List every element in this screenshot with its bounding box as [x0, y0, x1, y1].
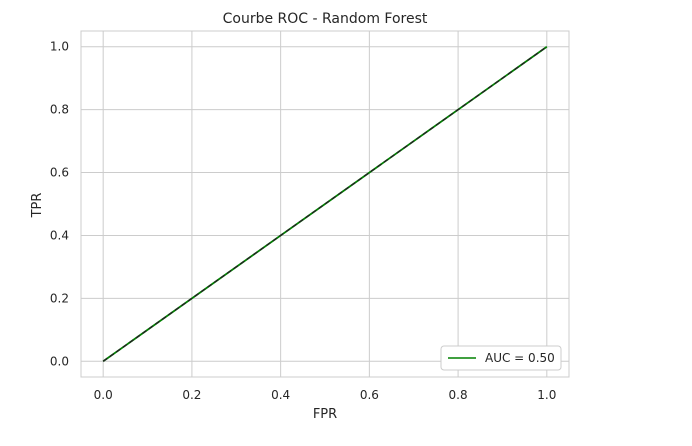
y-tick-label: 0.8: [50, 103, 69, 117]
series-lines: [102, 45, 548, 363]
y-axis-label: TPR: [30, 193, 45, 219]
diagonal-reference-line: [102, 46, 548, 362]
x-axis-label: FPR: [313, 407, 337, 422]
legend-box: [440, 345, 562, 371]
y-tick-label: 0.0: [50, 354, 69, 368]
x-tick-labels: 0.0 0.2 0.4 0.6 0.8 1.0: [94, 388, 557, 402]
legend-label-auc: AUC = 0.50: [485, 351, 555, 365]
legend: AUC = 0.50: [440, 345, 562, 371]
x-tick-label: 0.0: [94, 388, 113, 402]
y-tick-label: 1.0: [50, 40, 69, 54]
x-tick-label: 0.2: [182, 388, 201, 402]
x-tick-label: 0.8: [449, 388, 468, 402]
x-tick-label: 0.4: [271, 388, 290, 402]
chart-title: Courbe ROC - Random Forest: [223, 11, 428, 27]
y-tick-label: 0.2: [50, 291, 69, 305]
x-tick-label: 1.0: [537, 388, 556, 402]
y-tick-label: 0.4: [50, 228, 69, 242]
x-tick-label: 0.6: [360, 388, 379, 402]
grid: [81, 31, 569, 377]
y-tick-label: 0.6: [50, 166, 69, 180]
plot-frame: [80, 30, 570, 378]
y-tick-labels: 0.0 0.2 0.4 0.6 0.8 1.0: [50, 40, 69, 369]
